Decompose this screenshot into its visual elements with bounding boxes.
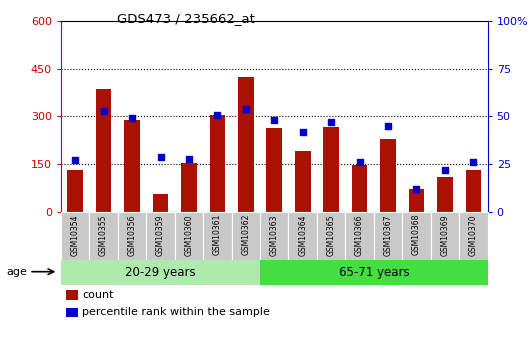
- Bar: [402, 212, 431, 260]
- Text: GSM10366: GSM10366: [355, 214, 364, 256]
- Text: GSM10365: GSM10365: [326, 214, 335, 256]
- Point: [100, 108, 108, 114]
- Point: [184, 156, 193, 161]
- Point: [213, 112, 222, 117]
- Text: GSM10356: GSM10356: [128, 214, 137, 256]
- Text: GSM10354: GSM10354: [70, 214, 80, 256]
- Text: GDS473 / 235662_at: GDS473 / 235662_at: [117, 12, 254, 25]
- Text: GSM10363: GSM10363: [270, 214, 279, 256]
- Text: GSM10368: GSM10368: [412, 214, 421, 256]
- Bar: [288, 212, 317, 260]
- Point: [298, 129, 307, 135]
- Bar: [374, 212, 402, 260]
- Point: [469, 160, 478, 165]
- Bar: [465, 170, 481, 212]
- Bar: [90, 212, 118, 260]
- Bar: [61, 260, 260, 285]
- Text: 20-29 years: 20-29 years: [125, 266, 196, 279]
- Bar: [209, 115, 225, 212]
- Point: [128, 116, 136, 121]
- Bar: [352, 165, 367, 212]
- Text: count: count: [82, 290, 113, 300]
- Bar: [323, 127, 339, 212]
- Text: age: age: [6, 267, 27, 277]
- Bar: [380, 139, 396, 212]
- Point: [384, 123, 392, 129]
- Point: [355, 160, 364, 165]
- Text: GSM10362: GSM10362: [241, 214, 250, 256]
- Bar: [118, 212, 146, 260]
- Text: GSM10370: GSM10370: [469, 214, 478, 256]
- Bar: [295, 151, 311, 212]
- Text: 65-71 years: 65-71 years: [339, 266, 409, 279]
- Bar: [96, 89, 111, 212]
- Text: GSM10367: GSM10367: [384, 214, 393, 256]
- Bar: [124, 120, 140, 212]
- Bar: [181, 163, 197, 212]
- Bar: [232, 212, 260, 260]
- Bar: [146, 212, 175, 260]
- Point: [441, 167, 449, 173]
- Bar: [409, 189, 425, 212]
- Bar: [153, 194, 169, 212]
- Bar: [437, 177, 453, 212]
- Bar: [260, 212, 288, 260]
- Bar: [67, 170, 83, 212]
- Text: percentile rank within the sample: percentile rank within the sample: [82, 307, 270, 317]
- Point: [156, 154, 165, 159]
- Bar: [61, 212, 90, 260]
- Bar: [459, 212, 488, 260]
- Bar: [267, 128, 282, 212]
- Text: GSM10361: GSM10361: [213, 214, 222, 256]
- Text: GSM10360: GSM10360: [184, 214, 193, 256]
- Point: [327, 119, 335, 125]
- Bar: [346, 212, 374, 260]
- Text: GSM10364: GSM10364: [298, 214, 307, 256]
- Bar: [238, 77, 254, 212]
- Point: [412, 186, 421, 192]
- Point: [242, 106, 250, 111]
- Bar: [431, 212, 459, 260]
- Bar: [317, 212, 346, 260]
- Text: GSM10369: GSM10369: [440, 214, 449, 256]
- Bar: [203, 212, 232, 260]
- Bar: [260, 260, 488, 285]
- Point: [270, 118, 279, 123]
- Text: GSM10359: GSM10359: [156, 214, 165, 256]
- Point: [71, 158, 80, 163]
- Text: GSM10355: GSM10355: [99, 214, 108, 256]
- Bar: [175, 212, 203, 260]
